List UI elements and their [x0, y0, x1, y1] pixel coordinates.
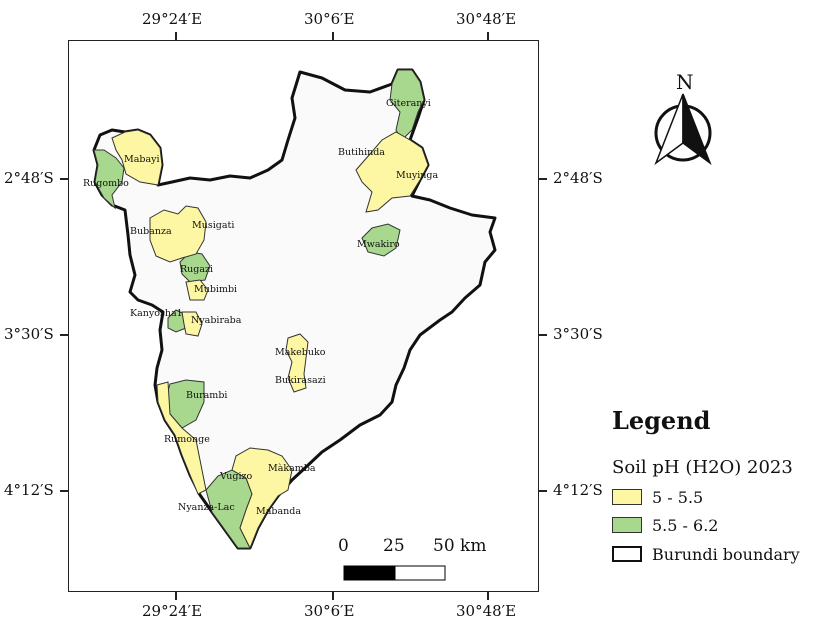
label-butihinda: Butihinda [338, 147, 385, 158]
tick-bottom-3 [487, 592, 489, 600]
coord-left-1: 2°48′S [4, 169, 54, 187]
legend-subtitle: Soil pH (H2O) 2023 [612, 457, 793, 478]
region-butihinda-muyinga [355, 131, 429, 213]
coord-bottom-1: 29°24′E [142, 602, 203, 620]
label-kanyosha1: Kanyosha1 [130, 308, 183, 319]
region-mabayi [111, 129, 163, 186]
region-makamba-mabanda [231, 447, 293, 550]
label-musigati: Musigati [192, 220, 234, 231]
north-arrow-label: N [676, 70, 694, 94]
label-mabayi: Mabayi [124, 154, 160, 165]
tick-top-2 [332, 32, 334, 40]
scale-label-50km: 50 km [433, 536, 487, 556]
label-rugombo: Rugombo [83, 178, 129, 189]
legend-label-low: 5 - 5.5 [652, 487, 704, 507]
label-rugazi: Rugazi [180, 264, 213, 275]
region-musigati-bubanza [149, 205, 207, 263]
tick-bottom-1 [175, 592, 177, 600]
label-makamba: Màkamba [268, 463, 316, 474]
tick-left-3 [60, 490, 68, 492]
coord-bottom-3: 30°48′E [456, 602, 517, 620]
legend-item-high: 5.5 - 6.2 [612, 515, 719, 535]
tick-right-3 [539, 490, 547, 492]
coord-top-1: 29°24′E [142, 10, 203, 28]
legend-label-boundary: Burundi boundary [652, 544, 800, 564]
region-mubimbi [185, 279, 209, 301]
scale-bar [343, 565, 446, 581]
label-bukirasazi: Bukirasazi [275, 375, 326, 386]
label-mabanda: Mabanda [256, 506, 301, 517]
coord-bottom-2: 30°6′E [304, 602, 355, 620]
scale-label-25: 25 [383, 536, 405, 556]
label-makebuko: Makebuko [275, 347, 326, 358]
label-muyinga: Muyinga [396, 170, 438, 181]
legend-item-boundary: Burundi boundary [612, 544, 800, 564]
label-mwakiro: Mwakiro [357, 239, 400, 250]
legend-swatch-boundary [612, 546, 642, 562]
label-nyabiraba: Nyabiraba [191, 315, 242, 326]
legend-swatch-high [612, 517, 642, 533]
coord-right-2: 3°30′S [553, 325, 603, 343]
legend-swatch-low [612, 489, 642, 505]
scale-label-0: 0 [338, 536, 349, 556]
coord-right-3: 4°12′S [553, 481, 603, 499]
coord-left-3: 4°12′S [4, 481, 54, 499]
label-nyanza-lac: Nyanza-Lac [178, 502, 235, 513]
tick-right-2 [539, 334, 547, 336]
region-makebuko-bukirasazi [285, 333, 309, 393]
legend-title: Legend [612, 406, 711, 435]
region-giteranyi [389, 69, 425, 141]
tick-top-3 [487, 32, 489, 40]
tick-left-2 [60, 334, 68, 336]
coord-right-1: 2°48′S [553, 169, 603, 187]
label-giteranyi: Giteranyi [386, 98, 431, 109]
region-nyabiraba [181, 311, 203, 337]
legend-label-high: 5.5 - 6.2 [652, 515, 719, 535]
region-mwakiro [361, 223, 401, 257]
coord-top-3: 30°48′E [456, 10, 517, 28]
legend-item-low: 5 - 5.5 [612, 487, 704, 507]
label-vugizo: Vugizo [219, 471, 252, 482]
tick-top-1 [175, 32, 177, 40]
region-rumonge [156, 381, 207, 495]
coord-top-2: 30°6′E [304, 10, 355, 28]
label-mubimbi: Mubimbi [194, 284, 237, 295]
label-burambi: Burambi [186, 390, 227, 401]
label-bubanza: Bubanza [130, 226, 172, 237]
label-rumonge: Rumonge [164, 434, 210, 445]
tick-left-1 [60, 178, 68, 180]
north-arrow-icon: N [654, 70, 712, 166]
tick-bottom-2 [332, 592, 334, 600]
coord-left-2: 3°30′S [4, 325, 54, 343]
map-frame [68, 40, 539, 592]
tick-right-1 [539, 178, 547, 180]
